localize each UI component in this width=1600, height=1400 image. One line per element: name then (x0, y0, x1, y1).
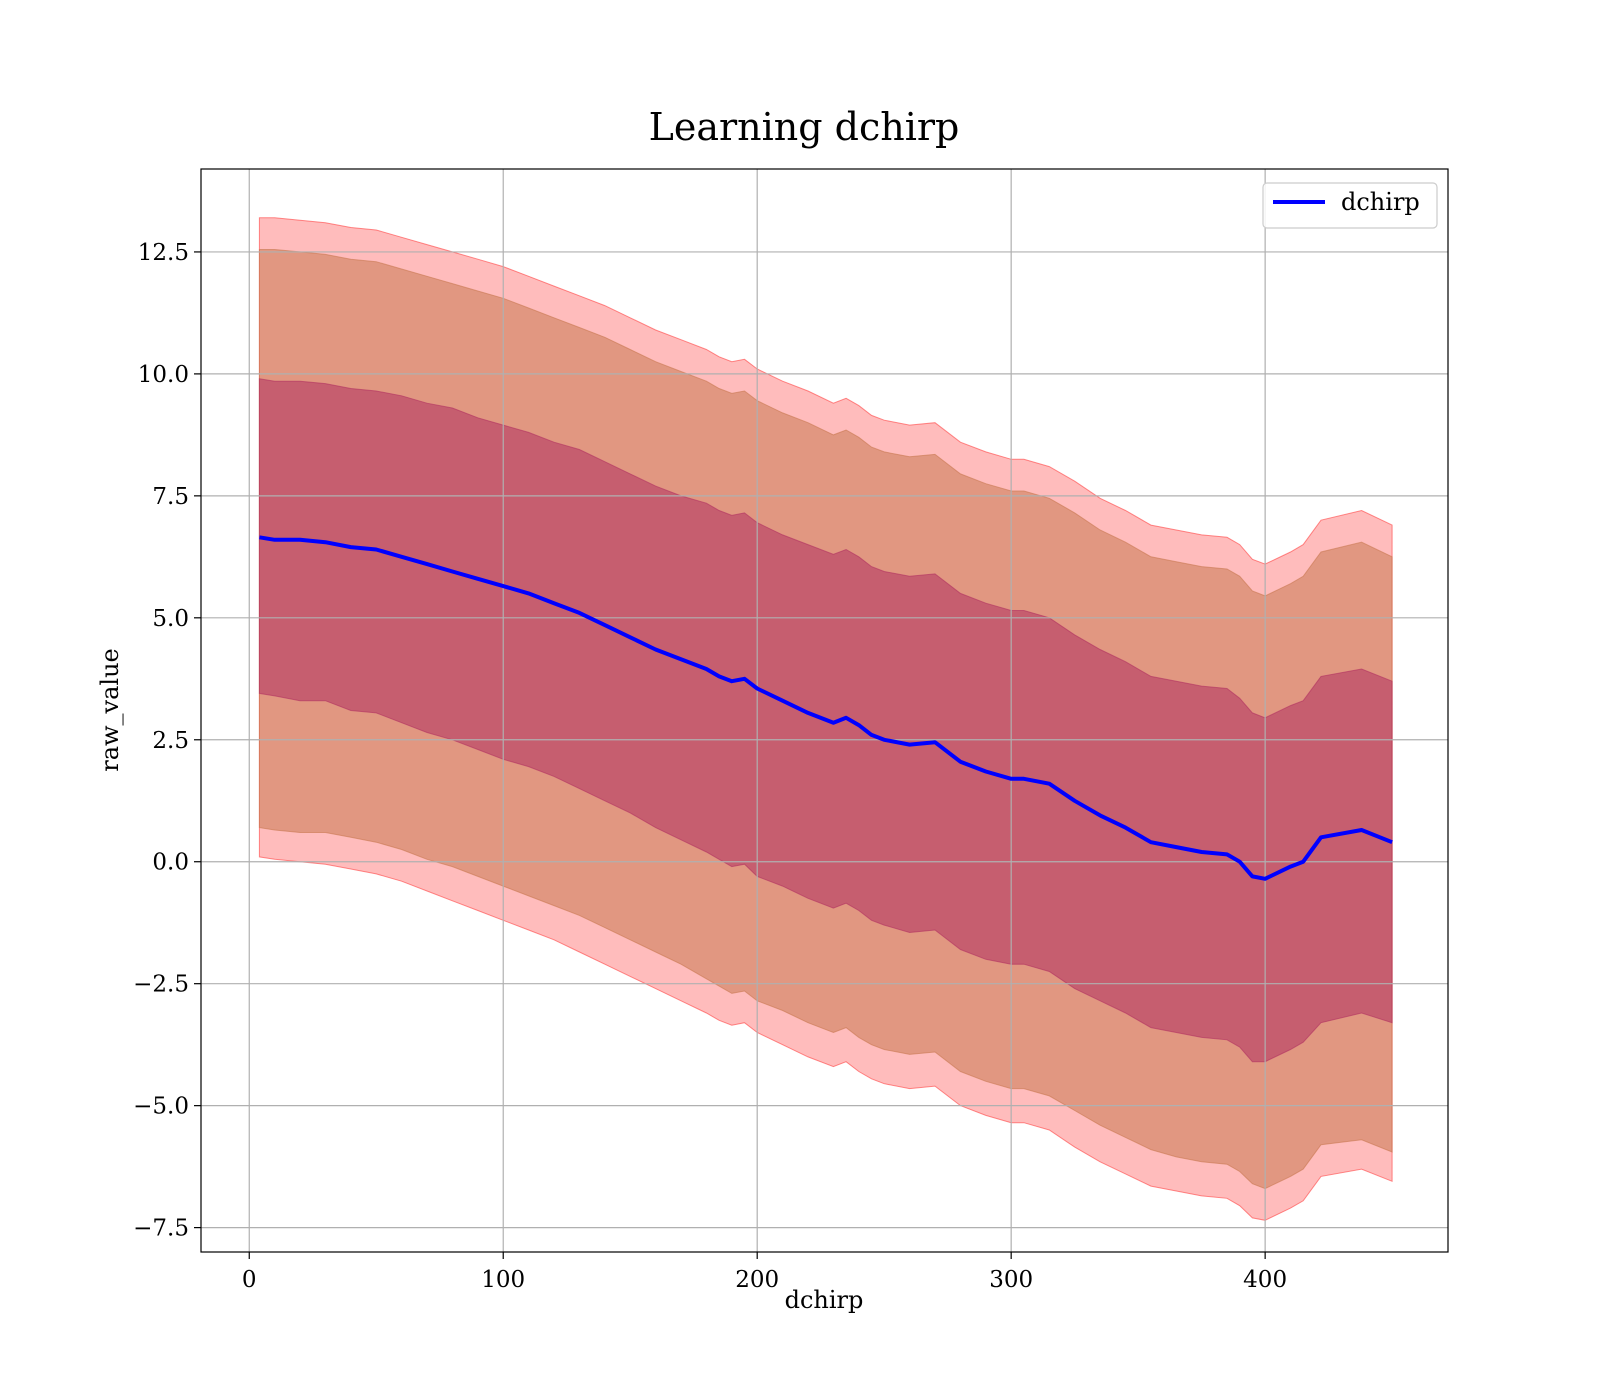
y-tick-label: −7.5 (133, 1216, 189, 1242)
y-tick-label: −5.0 (133, 1094, 189, 1120)
x-axis-label: dchirp (785, 1286, 864, 1314)
y-tick-label: 7.5 (152, 484, 189, 510)
x-tick-label: 100 (481, 1267, 525, 1293)
legend-box (1262, 182, 1438, 229)
y-tick-label: 12.5 (138, 240, 189, 266)
x-tick-label: 0 (242, 1267, 257, 1293)
y-tick-label: 10.0 (138, 362, 189, 388)
data-series (259, 535, 1393, 881)
series-line-dchirp (259, 535, 1393, 881)
y-tick-label: 2.5 (152, 728, 189, 754)
x-tick-label: 300 (989, 1267, 1033, 1293)
x-tick-label: 400 (1243, 1267, 1287, 1293)
y-axis-ticks: −7.5 −5.0 −2.5 0.0 2.5 5.0 7.5 10.0 12.5 (133, 240, 201, 1242)
plot-area (200, 168, 1449, 1253)
x-tick-label: 200 (735, 1267, 779, 1293)
y-tick-label: 5.0 (152, 606, 189, 632)
legend-label: dchirp (1341, 188, 1420, 216)
y-tick-label: −2.5 (133, 972, 189, 998)
x-axis-ticks: 0 100 200 300 400 (242, 1252, 1287, 1293)
y-tick-label: 0.0 (152, 850, 189, 876)
y-axis-label: raw_value (96, 648, 124, 772)
legend: dchirp (1262, 182, 1438, 229)
chart-title: Learning dchirp (649, 105, 960, 149)
grid-lines (201, 169, 1448, 1252)
plot-frame (200, 168, 1449, 1253)
